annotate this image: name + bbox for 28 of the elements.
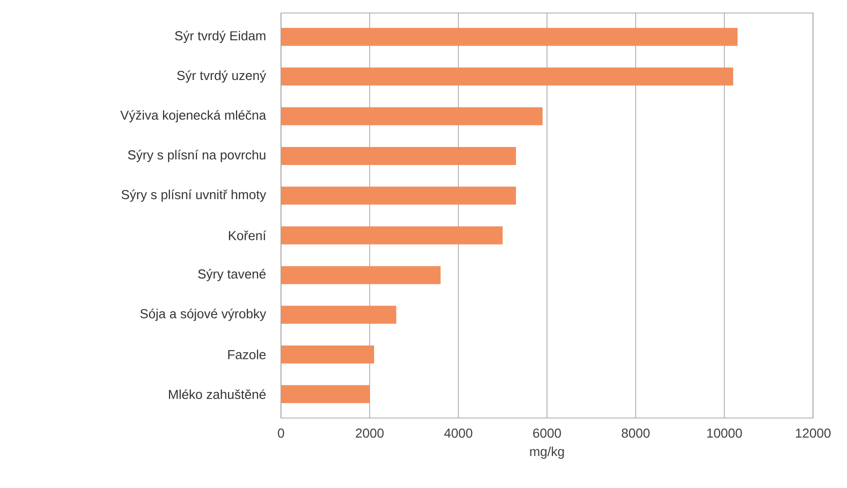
bar	[281, 385, 370, 404]
y-tick-label: Sýry s plísní uvnitř hmoty	[122, 190, 266, 202]
x-tick-label: 12000	[796, 428, 831, 438]
bar	[281, 266, 441, 284]
x-tick-label: 0	[278, 428, 284, 438]
x-tick-label: 6000	[533, 428, 561, 438]
x-tick-label: 8000	[622, 428, 650, 438]
bar	[281, 345, 374, 364]
y-tick-label: Sýry s plísní na povrchu	[128, 150, 266, 162]
x-tick-label: 2000	[356, 428, 384, 438]
bar	[281, 186, 516, 205]
bar	[281, 146, 516, 165]
bar	[281, 306, 396, 324]
bar	[281, 28, 738, 46]
y-tick-label: Fazole	[228, 350, 266, 360]
x-tick-label: 10000	[707, 428, 742, 438]
y-tick-label: Sýr tvrdý uzený	[177, 70, 266, 83]
bar	[281, 68, 734, 86]
y-tick-label: Sýr tvrdý Eidam	[175, 30, 266, 43]
x-axis-title: mg/kg	[530, 446, 564, 459]
y-tick-label: Mléko zahuštěné	[168, 389, 266, 400]
bar	[281, 107, 543, 126]
y-tick-label: Sója a sójové výrobky	[140, 308, 266, 321]
bar	[281, 226, 503, 244]
y-tick-label: Sýry tavené	[198, 268, 266, 282]
y-tick-label: Koření	[228, 230, 266, 240]
x-tick-label: 4000	[444, 428, 472, 438]
y-tick-label: Výživa kojenecká mléčna	[120, 110, 266, 122]
